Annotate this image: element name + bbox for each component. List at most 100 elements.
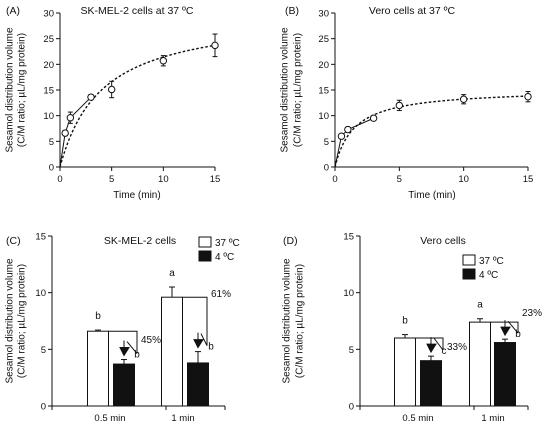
data-point [344, 125, 352, 134]
category-label: 0.5 min [402, 413, 433, 424]
reduction-connector [182, 296, 208, 346]
significance-letter: b [208, 342, 214, 353]
reduction-connector [490, 321, 519, 334]
fit-curve [334, 95, 529, 168]
bar-4c [420, 360, 442, 407]
x-tick-label: 0 [57, 174, 62, 185]
panel-label: (B) [285, 5, 299, 17]
bar-4c [113, 363, 135, 407]
y-tick-label: 10 [43, 111, 54, 122]
y-axis-label: Sesamol distribution volume [5, 27, 16, 152]
x-tick-label: 5 [397, 174, 402, 185]
x-tick-label: 5 [109, 174, 114, 185]
y-axis-label: (C/M ratio; µL/mg protein) [17, 264, 28, 378]
legend: 37 ºC 4 ºC [198, 236, 240, 263]
y-tick-label: 10 [318, 111, 329, 122]
y-tick-label: 0 [349, 402, 354, 413]
reduction-connector [126, 341, 138, 354]
chart-title: SK-MEL-2 cells at 37 ºC [81, 5, 194, 17]
reduction-label: 45% [141, 335, 161, 346]
x-tick-label: 10 [158, 174, 169, 185]
y-tick-label: 25 [318, 34, 329, 45]
data-point [107, 85, 116, 94]
bar-4c [187, 362, 209, 407]
panel-label: (C) [6, 235, 21, 247]
panel-a: (A) SK-MEL-2 cells at 37 ºC Sesamol distri… [5, 5, 221, 201]
y-axis-label: (C/M ratio; µL/mg protein) [295, 264, 306, 378]
bar-37c [87, 330, 109, 407]
y-tick-label: 15 [43, 86, 54, 97]
data-point [159, 57, 168, 65]
data-point [66, 114, 75, 122]
y-tick-label: 10 [343, 288, 354, 299]
chart-title: SK-MEL-2 cells [104, 235, 176, 247]
panel-d: (D) Vero cells Sesamol distribution volume… [282, 232, 542, 425]
y-tick-label: 5 [41, 345, 46, 356]
y-tick-label: 5 [49, 137, 54, 148]
chart-title: Vero cells [420, 235, 466, 247]
significance-letter: b [95, 311, 101, 322]
significance-letter: b [402, 316, 408, 327]
initial-line [59, 96, 92, 168]
bar-37c [394, 337, 416, 407]
panel-c: (C) SK-MEL-2 cells Sesamol distribution vo… [5, 232, 240, 425]
x-tick-label: 15 [210, 174, 221, 185]
significance-letter: b [515, 329, 521, 340]
data-point [211, 41, 219, 50]
y-tick-label: 15 [318, 86, 329, 97]
category-label: 0.5 min [94, 413, 125, 424]
bar-4c [494, 342, 516, 407]
significance-letter: a [477, 300, 483, 311]
reduction-connector [200, 333, 208, 346]
panel-label: (A) [6, 5, 20, 17]
x-tick-label: 15 [523, 174, 534, 185]
y-tick-label: 30 [43, 9, 54, 20]
legend-label: 37 ºC [479, 256, 504, 267]
y-axis-label: Sesamol distribution volume [282, 258, 293, 383]
y-tick-label: 15 [35, 232, 46, 243]
y-tick-label: 0 [41, 402, 46, 413]
y-axis-label: (C/M ratio; µL/mg protein) [293, 33, 304, 147]
y-tick-label: 20 [318, 60, 329, 71]
data-point [337, 132, 346, 140]
y-tick-label: 20 [43, 60, 54, 71]
y-tick-label: 0 [324, 163, 329, 174]
y-tick-label: 25 [43, 34, 54, 45]
chart-title: Vero cells at 37 ºC [369, 5, 456, 17]
significance-letter: c [442, 346, 447, 357]
x-axis-label: Time (min) [113, 190, 160, 201]
x-tick-label: 10 [458, 174, 469, 185]
reduction-label: 23% [522, 308, 542, 319]
y-tick-label: 5 [349, 345, 354, 356]
y-axis-label: Sesamol distribution volume [280, 27, 291, 152]
significance-letter: b [134, 350, 140, 361]
y-tick-label: 0 [49, 163, 54, 174]
data-point [459, 95, 468, 103]
significance-letter: a [169, 268, 175, 279]
category-label: 1 min [481, 413, 504, 424]
x-axis-label: Time (min) [408, 190, 455, 201]
legend-label: 4 ºC [215, 252, 234, 263]
legend-swatch-37c [198, 236, 212, 248]
y-tick-label: 10 [35, 288, 46, 299]
data-point [524, 92, 532, 101]
panel-b: (B) Vero cells at 37 ºC Sesamol distributi… [280, 5, 534, 201]
y-axis-label: Sesamol distribution volume [5, 258, 16, 383]
data-point [87, 93, 95, 101]
bar-37c [469, 321, 491, 407]
x-tick-label: 0 [332, 174, 337, 185]
y-tick-label: 30 [318, 9, 329, 20]
legend-swatch-4c [198, 250, 212, 262]
legend-swatch-4c [462, 268, 476, 280]
panel-label: (D) [283, 235, 298, 247]
reduction-connector [433, 337, 444, 351]
reduction-connector [507, 320, 519, 334]
y-axis-label: (C/M ratio; µL/mg protein) [17, 33, 28, 147]
data-point [61, 129, 69, 137]
initial-line [334, 117, 374, 168]
y-tick-label: 15 [343, 232, 354, 243]
reduction-connector [108, 330, 138, 354]
bar-37c [161, 296, 183, 407]
legend-label: 4 ºC [479, 270, 498, 281]
